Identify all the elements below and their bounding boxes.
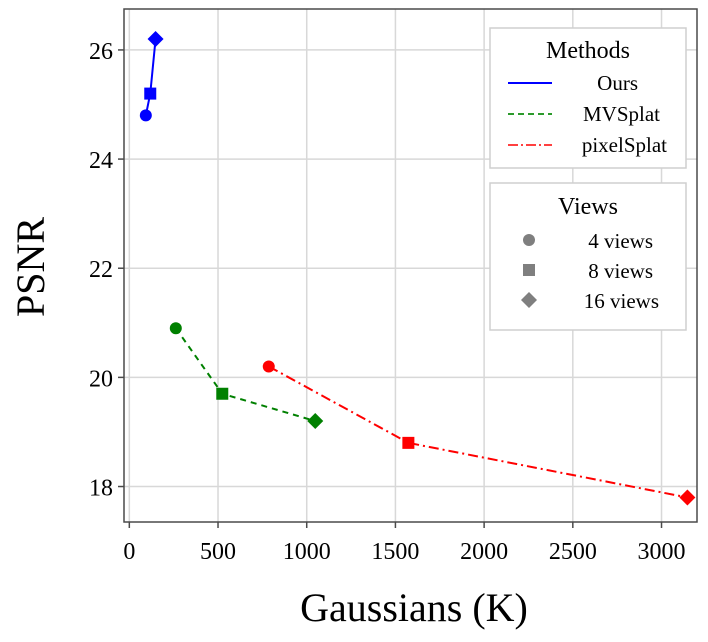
ours-4-views-circle-point [139, 109, 152, 122]
mvsplat-8-views-square-point [216, 387, 229, 400]
mvsplat-4-views-circle-point [169, 322, 182, 335]
legend-16-views-label: 16 views [584, 289, 659, 313]
x-axis-label: Gaussians (K) [300, 585, 528, 630]
pixelsplat-series [262, 360, 696, 506]
x-tick-label-0: 0 [123, 539, 135, 565]
legend-circle-icon [523, 234, 535, 246]
pixelsplat-4-views-circle-point [262, 360, 275, 373]
axes: 0 500 1000 1500 2000 2500 3000 18 20 22 24 26 [89, 8, 698, 565]
y-tick-label-20: 20 [89, 366, 113, 392]
legend-4-views-label: 4 views [588, 229, 653, 253]
views-legend-box [489, 182, 687, 331]
pixelsplat-series-line [268, 365, 688, 499]
y-tick-label-18: 18 [89, 476, 113, 502]
y-axis-label: PSNR [8, 217, 53, 317]
pixelsplat-16-views-diamond-point [679, 489, 696, 506]
legend-8-views-label: 8 views [588, 259, 653, 283]
y-tick-label-22: 22 [89, 257, 113, 283]
x-tick-label-500: 500 [200, 539, 236, 565]
plot-frame [123, 8, 698, 523]
methods-legend-title: Methods [546, 38, 630, 64]
x-tick-label-1000: 1000 [283, 539, 331, 565]
methods-legend: Methods Ours MVSplat pixelSplat [489, 27, 687, 169]
ours-16-views-diamond-point [147, 31, 164, 48]
x-tick-label-3000: 3000 [638, 539, 686, 565]
y-tick-label-26: 26 [89, 39, 113, 65]
y-tick-label-24: 24 [89, 148, 113, 174]
x-tick-label-2500: 2500 [549, 539, 597, 565]
x-tick-label-2000: 2000 [460, 539, 508, 565]
legend-square-icon [523, 264, 535, 276]
x-tick-label-1500: 1500 [371, 539, 419, 565]
ours-8-views-square-point [144, 87, 157, 100]
mvsplat-series [169, 322, 324, 430]
views-legend-title: Views [558, 194, 618, 220]
pixelsplat-8-views-square-point [402, 436, 415, 449]
views-legend: Views 4 views 8 views 16 views [489, 182, 687, 331]
ours-series [139, 31, 164, 122]
ours-legend-label: Ours [597, 71, 638, 95]
legend-diamond-icon [521, 292, 537, 308]
series-layer [139, 31, 696, 506]
mvsplat-16-views-diamond-point [307, 413, 324, 430]
pixelsplat-legend-label: pixelSplat [582, 133, 667, 157]
mvsplat-legend-label: MVSplat [583, 102, 660, 126]
